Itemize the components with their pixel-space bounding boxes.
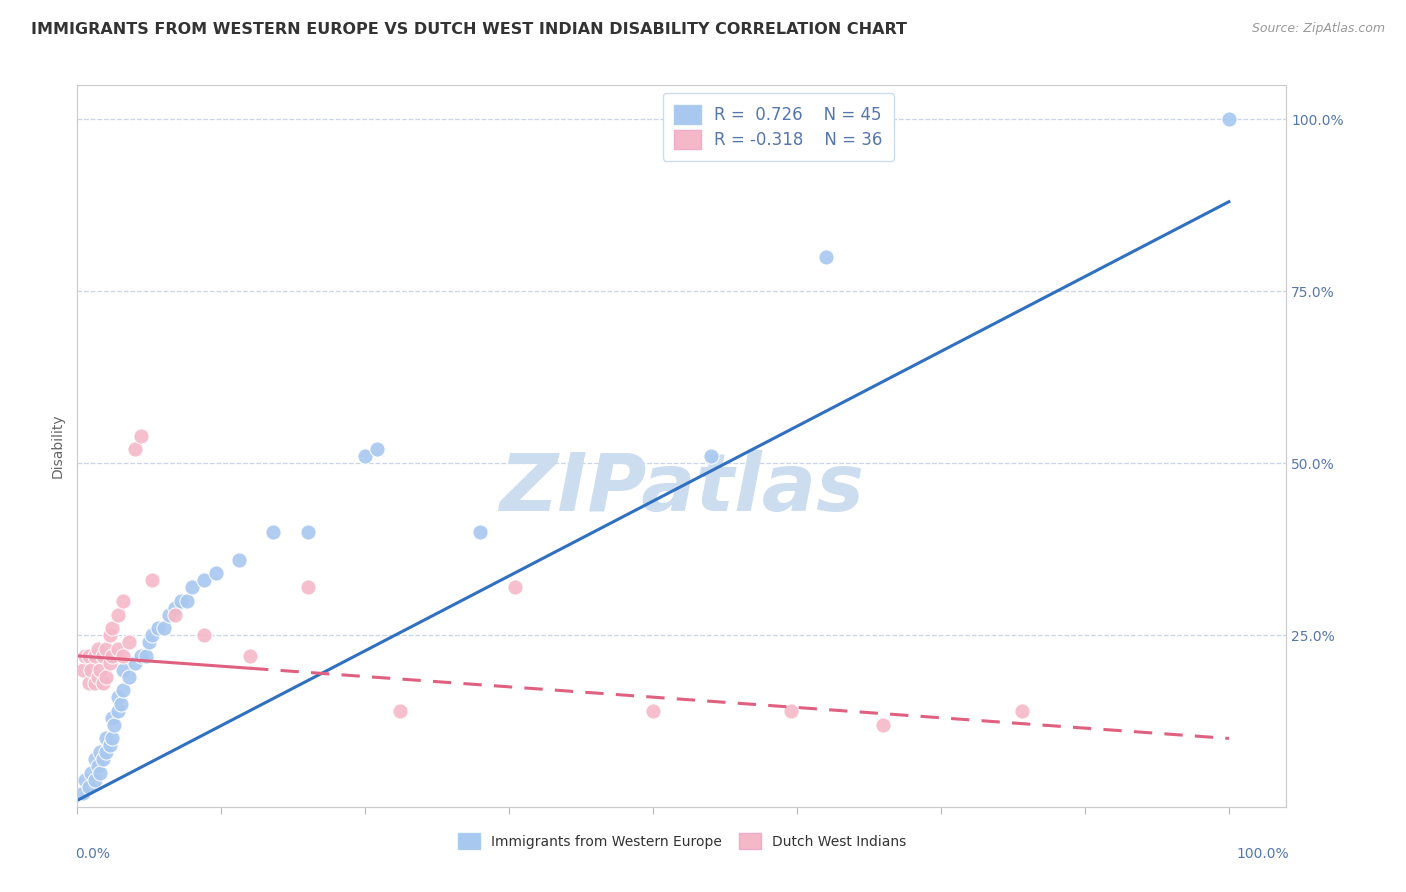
Point: [366, 442, 388, 457]
Point: [146, 621, 169, 635]
Point: [112, 648, 135, 663]
Point: [98, 739, 121, 753]
Point: [94, 745, 117, 759]
Point: [75, 772, 97, 787]
Point: [124, 656, 146, 670]
Point: [77, 648, 100, 663]
Point: [89, 745, 111, 759]
Point: [80, 663, 103, 677]
Point: [101, 621, 124, 635]
Point: [159, 607, 181, 622]
Point: [503, 580, 526, 594]
Point: [94, 731, 117, 746]
Point: [89, 663, 111, 677]
Point: [83, 676, 105, 690]
Y-axis label: Disability: Disability: [51, 414, 65, 478]
Point: [643, 704, 665, 718]
Point: [77, 780, 100, 794]
Point: [87, 759, 110, 773]
Point: [872, 717, 894, 731]
Point: [388, 704, 411, 718]
Point: [94, 669, 117, 683]
Point: [103, 717, 125, 731]
Point: [1218, 112, 1240, 127]
Point: [107, 607, 129, 622]
Point: [138, 635, 160, 649]
Point: [780, 704, 803, 718]
Point: [165, 607, 187, 622]
Point: [129, 648, 152, 663]
Point: [101, 731, 124, 746]
Point: [83, 648, 105, 663]
Point: [176, 594, 198, 608]
Point: [87, 669, 110, 683]
Point: [470, 524, 492, 539]
Point: [141, 573, 163, 587]
Point: [118, 669, 141, 683]
Point: [91, 648, 114, 663]
Legend: Immigrants from Western Europe, Dutch West Indians: Immigrants from Western Europe, Dutch We…: [453, 828, 911, 855]
Point: [204, 566, 226, 581]
Point: [72, 663, 94, 677]
Point: [181, 580, 204, 594]
Point: [124, 442, 146, 457]
Point: [101, 711, 124, 725]
Point: [107, 642, 129, 657]
Point: [262, 524, 284, 539]
Point: [91, 676, 114, 690]
Point: [152, 621, 174, 635]
Point: [193, 573, 215, 587]
Point: [107, 690, 129, 705]
Point: [239, 648, 262, 663]
Point: [107, 704, 129, 718]
Text: ZIPatlas: ZIPatlas: [499, 450, 865, 528]
Point: [91, 752, 114, 766]
Point: [354, 450, 377, 464]
Point: [72, 787, 94, 801]
Point: [699, 450, 721, 464]
Point: [118, 635, 141, 649]
Point: [112, 594, 135, 608]
Point: [141, 628, 163, 642]
Point: [77, 676, 100, 690]
Text: 0.0%: 0.0%: [75, 847, 110, 861]
Point: [129, 428, 152, 442]
Point: [110, 697, 132, 711]
Point: [112, 663, 135, 677]
Point: [98, 656, 121, 670]
Point: [814, 250, 837, 264]
Point: [1011, 704, 1033, 718]
Point: [89, 765, 111, 780]
Point: [170, 594, 193, 608]
Point: [80, 765, 103, 780]
Point: [228, 552, 250, 566]
Point: [165, 600, 187, 615]
Point: [98, 628, 121, 642]
Point: [83, 772, 105, 787]
Point: [101, 648, 124, 663]
Point: [83, 752, 105, 766]
Text: Source: ZipAtlas.com: Source: ZipAtlas.com: [1251, 22, 1385, 36]
Text: IMMIGRANTS FROM WESTERN EUROPE VS DUTCH WEST INDIAN DISABILITY CORRELATION CHART: IMMIGRANTS FROM WESTERN EUROPE VS DUTCH …: [31, 22, 907, 37]
Point: [193, 628, 215, 642]
Text: 100.0%: 100.0%: [1236, 847, 1289, 861]
Point: [297, 524, 319, 539]
Point: [94, 642, 117, 657]
Point: [135, 648, 157, 663]
Point: [297, 580, 319, 594]
Point: [112, 683, 135, 698]
Point: [75, 648, 97, 663]
Point: [87, 642, 110, 657]
